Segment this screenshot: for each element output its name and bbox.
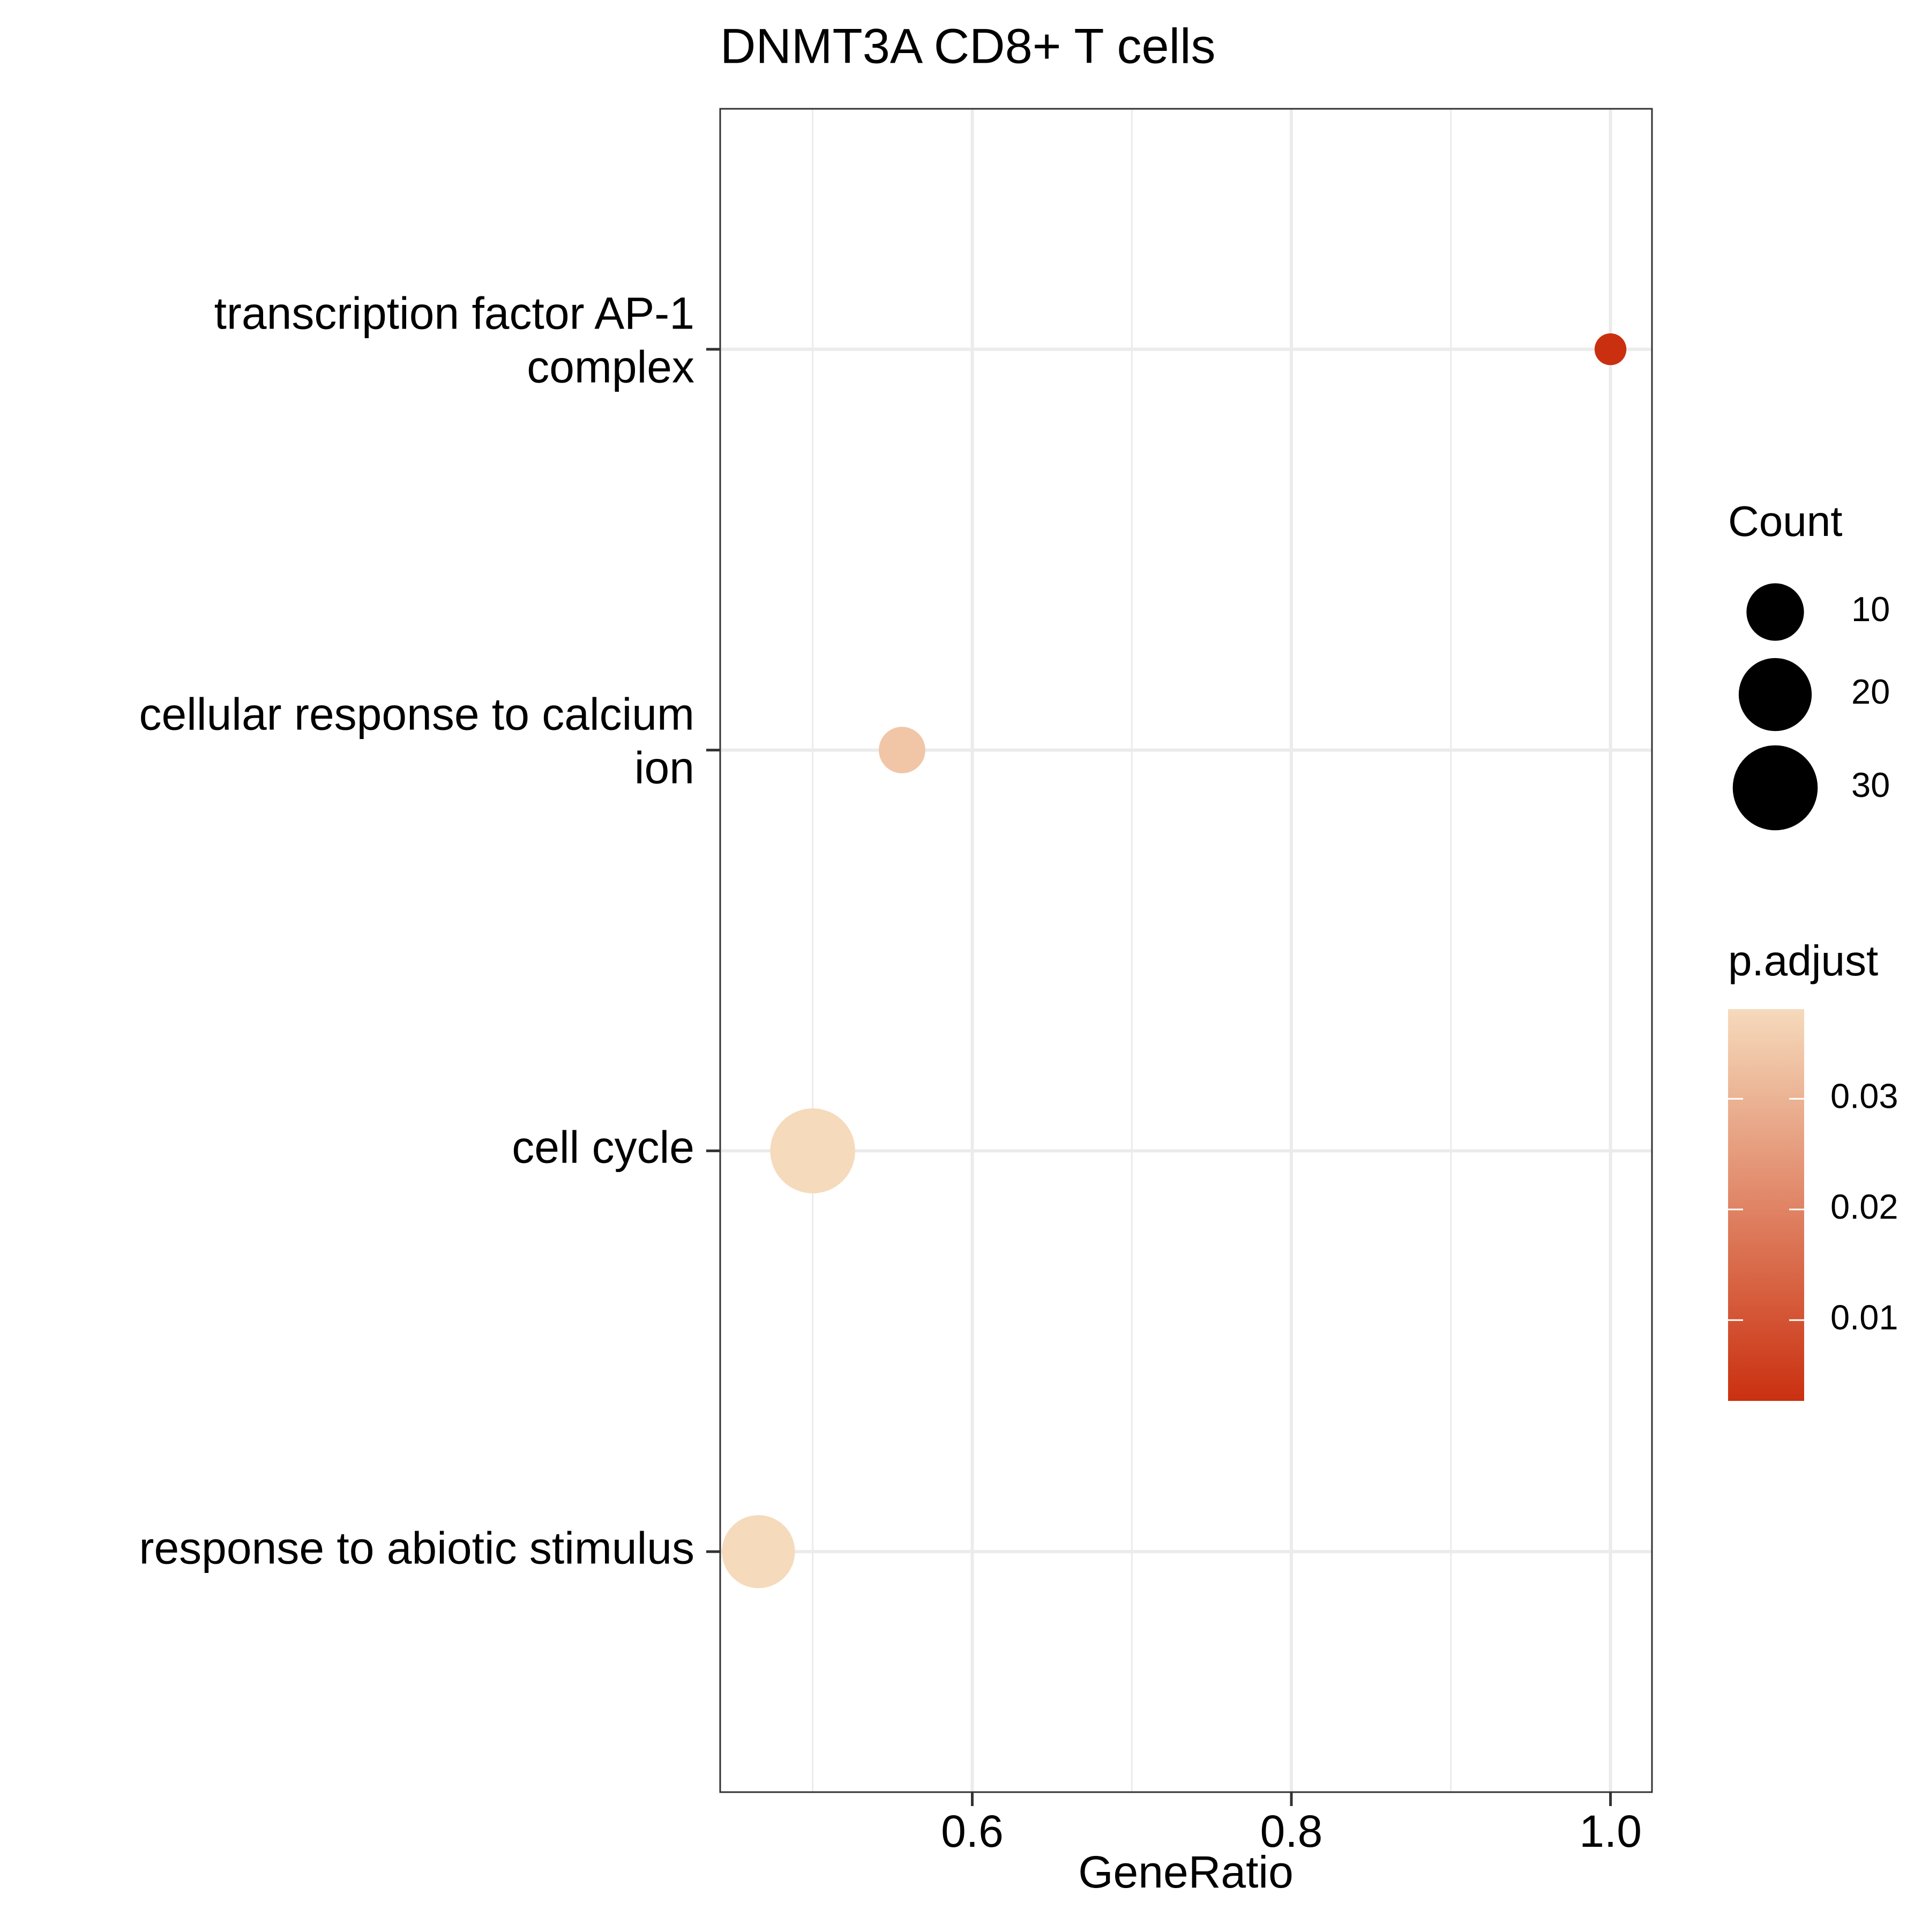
chart-title: DNMT3A CD8+ T cells [720,19,1216,73]
y-tick-label: cell cycle [512,1122,694,1173]
color-legend-title: p.adjust [1728,937,1878,984]
size-legend-dot [1746,583,1804,641]
colorbar [1728,1009,1804,1401]
size-legend-title: Count [1728,497,1842,545]
y-tick-label: transcription factor AP-1 complex [214,288,694,392]
y-tick-label: cellular response to calcium ion [139,689,694,793]
dot [1594,333,1627,365]
size-legend-label: 20 [1851,672,1890,711]
colorbar-label: 0.01 [1830,1297,1898,1337]
x-tick-label: 0.6 [941,1806,1004,1856]
colorbar-label: 0.02 [1830,1187,1898,1226]
size-legend-dot [1738,658,1812,732]
x-axis-title: GeneRatio [1078,1847,1294,1897]
size-legend-label: 10 [1851,590,1890,629]
x-tick-label: 1.0 [1579,1806,1642,1856]
size-legend-dot [1732,745,1818,831]
panel-border [719,108,1653,1793]
dot [770,1108,855,1193]
y-tick-label: response to abiotic stimulus [139,1523,694,1573]
colorbar-label: 0.03 [1830,1076,1898,1115]
x-tick-label: 0.8 [1260,1806,1323,1856]
dot [722,1515,795,1588]
dot [879,727,925,773]
size-legend-label: 30 [1851,765,1890,804]
